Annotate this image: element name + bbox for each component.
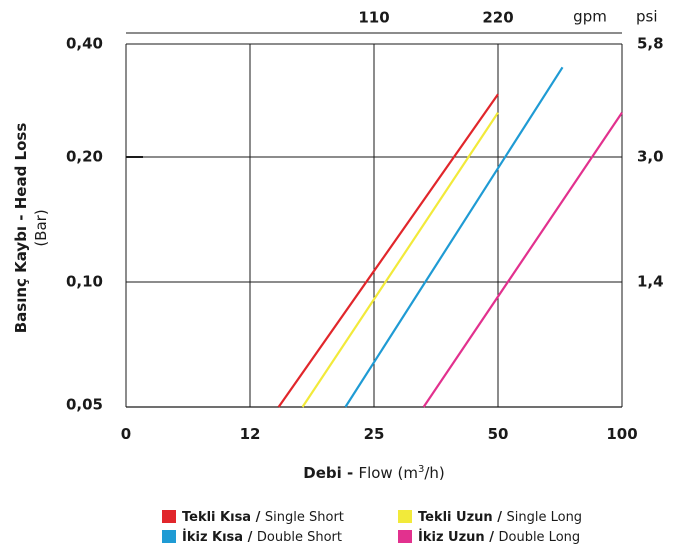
series-line-2 [344,66,564,408]
legend-sep: / [251,510,265,525]
x-axis-title: Debi - Flow (m3/h) [303,464,444,482]
y-axis-title-line1: Basınç Kaybı - Head Loss [12,123,30,334]
legend-sep: / [243,530,257,545]
legend-bold: İkiz Kısa [182,529,243,545]
y2-tick-label: 5,8 [637,35,664,53]
x2-tick-label: 110 [358,9,389,27]
legend-bold: Tekli Kısa [182,510,251,525]
x2-unit-label: gpm [573,8,607,26]
x-tick-label: 25 [364,425,385,443]
x-tick-label: 50 [488,425,509,443]
legend-bold: İkiz Uzun [418,529,485,545]
y2-unit-label: psi [636,8,658,26]
legend-swatch-single-long [398,510,412,523]
x-tick-label: 100 [606,425,637,443]
legend-swatch-double-short [162,530,176,543]
y-axis-title-line2: (Bar) [32,209,50,246]
y2-tick-label: 3,0 [637,148,664,166]
y-tick-label: 0,05 [66,396,103,414]
legend-swatch-single-short [162,510,176,523]
y2-tick-label: 1,4 [637,273,664,291]
legend-label-single-long: Tekli Uzun / Single Long [418,510,582,525]
series-layer [277,66,623,408]
y-tick-label: 0,40 [66,35,103,53]
legend-swatch-double-long [398,530,412,543]
legend-rest: Single Long [507,510,583,525]
x-axis-title-bold: Debi - [303,464,358,482]
series-line-0 [277,93,499,408]
x-axis-title-rest: Flow (m [358,464,417,482]
legend-sep: / [493,510,507,525]
legend-rest: Double Short [257,530,342,545]
legend-rest: Single Short [265,510,344,525]
legend-rest: Double Long [498,530,580,545]
x-axis-title-end: /h) [424,464,444,482]
y-tick-label: 0,10 [66,273,103,291]
series-line-3 [422,111,623,408]
legend-label-double-long: İkiz Uzun / Double Long [418,529,580,545]
legend-label-single-short: Tekli Kısa / Single Short [182,510,344,525]
legend-label-double-short: İkiz Kısa / Double Short [182,529,342,545]
legend: Tekli Kısa / Single Short Tekli Uzun / S… [162,510,582,545]
series-line-1 [301,111,499,408]
x2-tick-label: 220 [482,9,513,27]
x-tick-label: 12 [240,425,261,443]
legend-sep: / [485,530,499,545]
x-tick-label: 0 [121,425,131,443]
grid [125,32,623,408]
y-tick-label: 0,20 [66,148,103,166]
legend-bold: Tekli Uzun [418,510,493,525]
x-axis-title-sup: 3 [418,464,424,475]
